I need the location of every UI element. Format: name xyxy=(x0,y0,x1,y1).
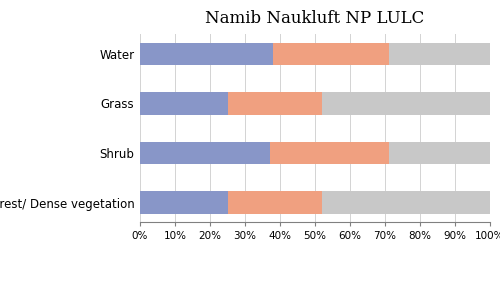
Bar xyxy=(228,192,322,214)
Title: Namib Naukluft NP LULC: Namib Naukluft NP LULC xyxy=(206,10,424,27)
Bar xyxy=(270,142,388,164)
Bar xyxy=(140,192,228,214)
Bar xyxy=(228,92,322,115)
Bar xyxy=(388,43,490,65)
Bar xyxy=(140,92,228,115)
Bar xyxy=(322,192,490,214)
Bar xyxy=(140,43,273,65)
Bar xyxy=(140,142,270,164)
Bar xyxy=(388,142,490,164)
Bar xyxy=(273,43,388,65)
Bar xyxy=(322,92,490,115)
